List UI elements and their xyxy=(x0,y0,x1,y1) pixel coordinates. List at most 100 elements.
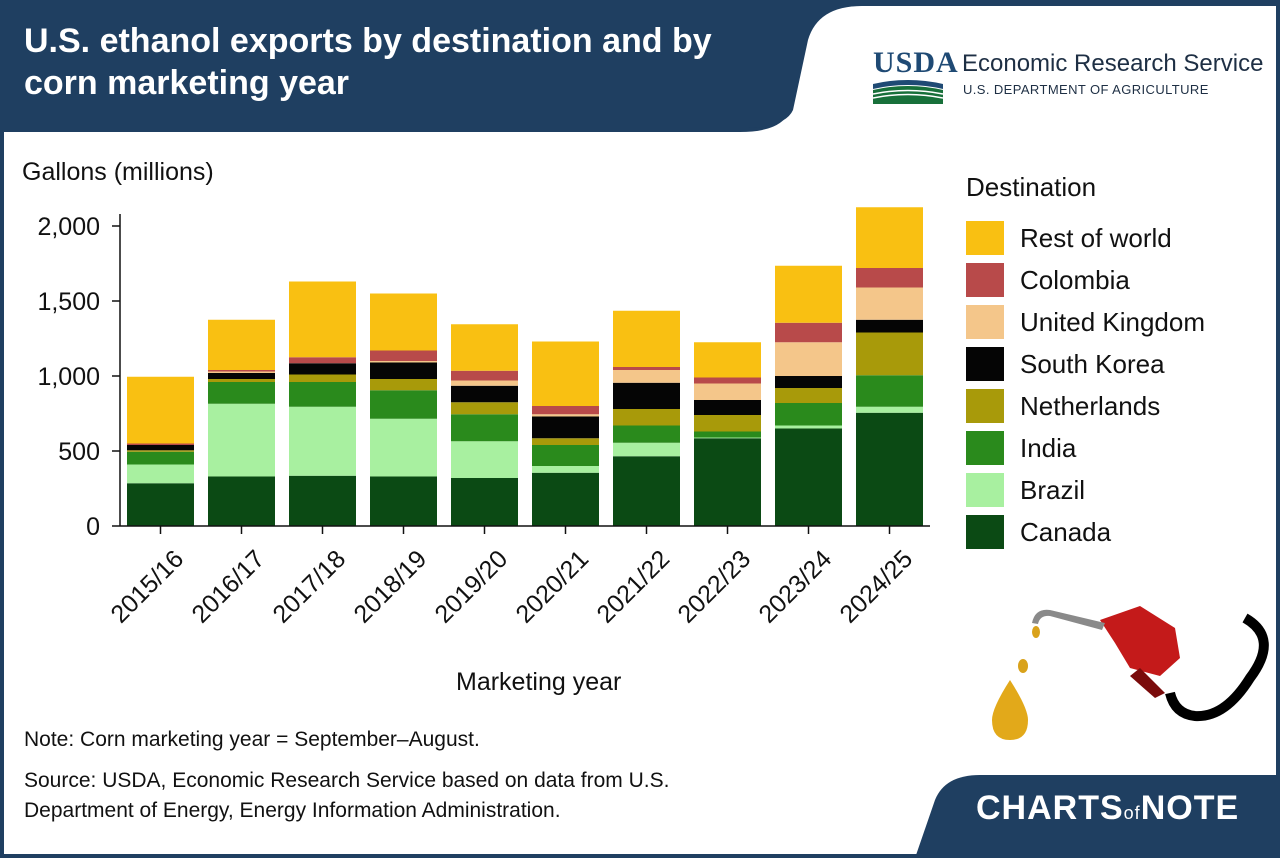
bar-segment xyxy=(613,425,680,443)
legend-swatch xyxy=(966,221,1004,255)
charts-of-note-brand: CHARTSofNOTE xyxy=(976,789,1239,828)
bar-segment xyxy=(694,342,761,378)
bar-segment xyxy=(613,382,680,409)
y-tick-label: 2,000 xyxy=(37,213,100,241)
bar-segment xyxy=(127,445,194,451)
bar-segment xyxy=(208,373,275,379)
legend-swatch xyxy=(966,263,1004,297)
bar-segment xyxy=(370,361,437,363)
y-tick-label: 0 xyxy=(86,513,100,541)
org-department: U.S. DEPARTMENT OF AGRICULTURE xyxy=(963,82,1209,97)
nozzle-trigger xyxy=(1130,668,1165,698)
x-axis-label: Marketing year xyxy=(456,668,622,696)
bar-segment xyxy=(370,476,437,526)
bar-segment xyxy=(451,385,518,403)
legend-item: Brazil xyxy=(966,469,1205,511)
legend-item: South Korea xyxy=(966,343,1205,385)
bar-segment xyxy=(613,456,680,526)
fuel-nozzle-illustration xyxy=(992,606,1269,740)
legend-label: Canada xyxy=(1020,516,1112,547)
bar-segment xyxy=(451,402,518,415)
legend-item: Canada xyxy=(966,511,1205,553)
bar-segment xyxy=(451,414,518,442)
legend-swatch xyxy=(966,473,1004,507)
bar-segment xyxy=(370,362,437,379)
bar-segment xyxy=(532,466,599,473)
bar-segment xyxy=(613,367,680,370)
bar-segment xyxy=(532,445,599,466)
bar-segment xyxy=(856,332,923,376)
bar-segment xyxy=(775,322,842,343)
legend-label: India xyxy=(1020,432,1077,463)
header-banner xyxy=(0,0,1280,132)
bar-segment xyxy=(208,476,275,526)
legend-label: Netherlands xyxy=(1020,390,1161,421)
bar-segment xyxy=(613,370,680,383)
bar-segment xyxy=(775,342,842,376)
bar-segment xyxy=(451,441,518,478)
bar-segment xyxy=(532,341,599,406)
bar-segment xyxy=(856,207,923,268)
y-tick-label: 1,000 xyxy=(37,363,100,391)
legend-title: Destination xyxy=(966,172,1097,202)
bar-segment xyxy=(289,406,356,476)
chart-title: U.S. ethanol exports by destination and … xyxy=(24,22,712,102)
bar-segment xyxy=(127,376,194,444)
bar-segment xyxy=(856,319,923,333)
legend-item: Rest of world xyxy=(966,217,1205,259)
drop-large xyxy=(992,680,1028,740)
nozzle-handle xyxy=(1100,606,1180,676)
legend: Destination Rest of world Colombia United … xyxy=(966,172,1205,553)
bar-segment xyxy=(694,438,761,526)
bar-segment xyxy=(613,409,680,426)
bar-segment xyxy=(370,293,437,351)
y-axis-unit-label: Gallons (millions) xyxy=(22,158,214,186)
bar-segment xyxy=(532,414,599,417)
legend-label: Brazil xyxy=(1020,474,1086,505)
usda-logo: USDA xyxy=(872,48,958,109)
bar-segment xyxy=(127,483,194,526)
fuel-hose xyxy=(1165,613,1269,722)
bar-segment xyxy=(289,382,356,407)
legend-item: United Kingdom xyxy=(966,301,1205,343)
bar-segment xyxy=(694,437,761,439)
y-tick-label: 500 xyxy=(58,438,100,466)
bar-segment xyxy=(208,319,275,370)
legend-swatch xyxy=(966,305,1004,339)
bar-segment xyxy=(451,478,518,526)
bar-segment xyxy=(127,450,194,452)
legend-swatch xyxy=(966,515,1004,549)
bar-segment xyxy=(289,363,356,375)
legend-label: South Korea xyxy=(1020,348,1165,379)
y-tick-label: 1,500 xyxy=(37,288,100,316)
bar-segment xyxy=(370,350,437,361)
bar-segment xyxy=(775,428,842,526)
bar-segment xyxy=(694,383,761,400)
legend-label: Rest of world xyxy=(1020,222,1172,253)
bar-segment xyxy=(289,357,356,364)
bar-segment xyxy=(532,416,599,439)
bar-segment xyxy=(451,380,518,386)
bar-segment xyxy=(208,371,275,373)
usda-logo-hills xyxy=(872,80,944,104)
bar-segment xyxy=(532,406,599,415)
drop-medium xyxy=(1018,659,1028,673)
bar-segment xyxy=(127,464,194,484)
bar-segment xyxy=(289,281,356,358)
source-text: Source: USDA, Economic Research Service … xyxy=(24,769,670,822)
bar-segment xyxy=(532,438,599,445)
bar-segment xyxy=(775,403,842,426)
bar-segment xyxy=(694,415,761,432)
bar-segment xyxy=(532,472,599,526)
legend-item: Colombia xyxy=(966,259,1205,301)
bar-segment xyxy=(208,403,275,477)
bar-segment xyxy=(451,324,518,371)
legend-label: Colombia xyxy=(1020,264,1130,295)
bar-segment xyxy=(694,377,761,384)
org-name: Economic Research Service xyxy=(962,50,1264,77)
bar-segment xyxy=(775,388,842,403)
legend-swatch xyxy=(966,347,1004,381)
legend-swatch xyxy=(966,389,1004,423)
bar-segment xyxy=(856,406,923,413)
